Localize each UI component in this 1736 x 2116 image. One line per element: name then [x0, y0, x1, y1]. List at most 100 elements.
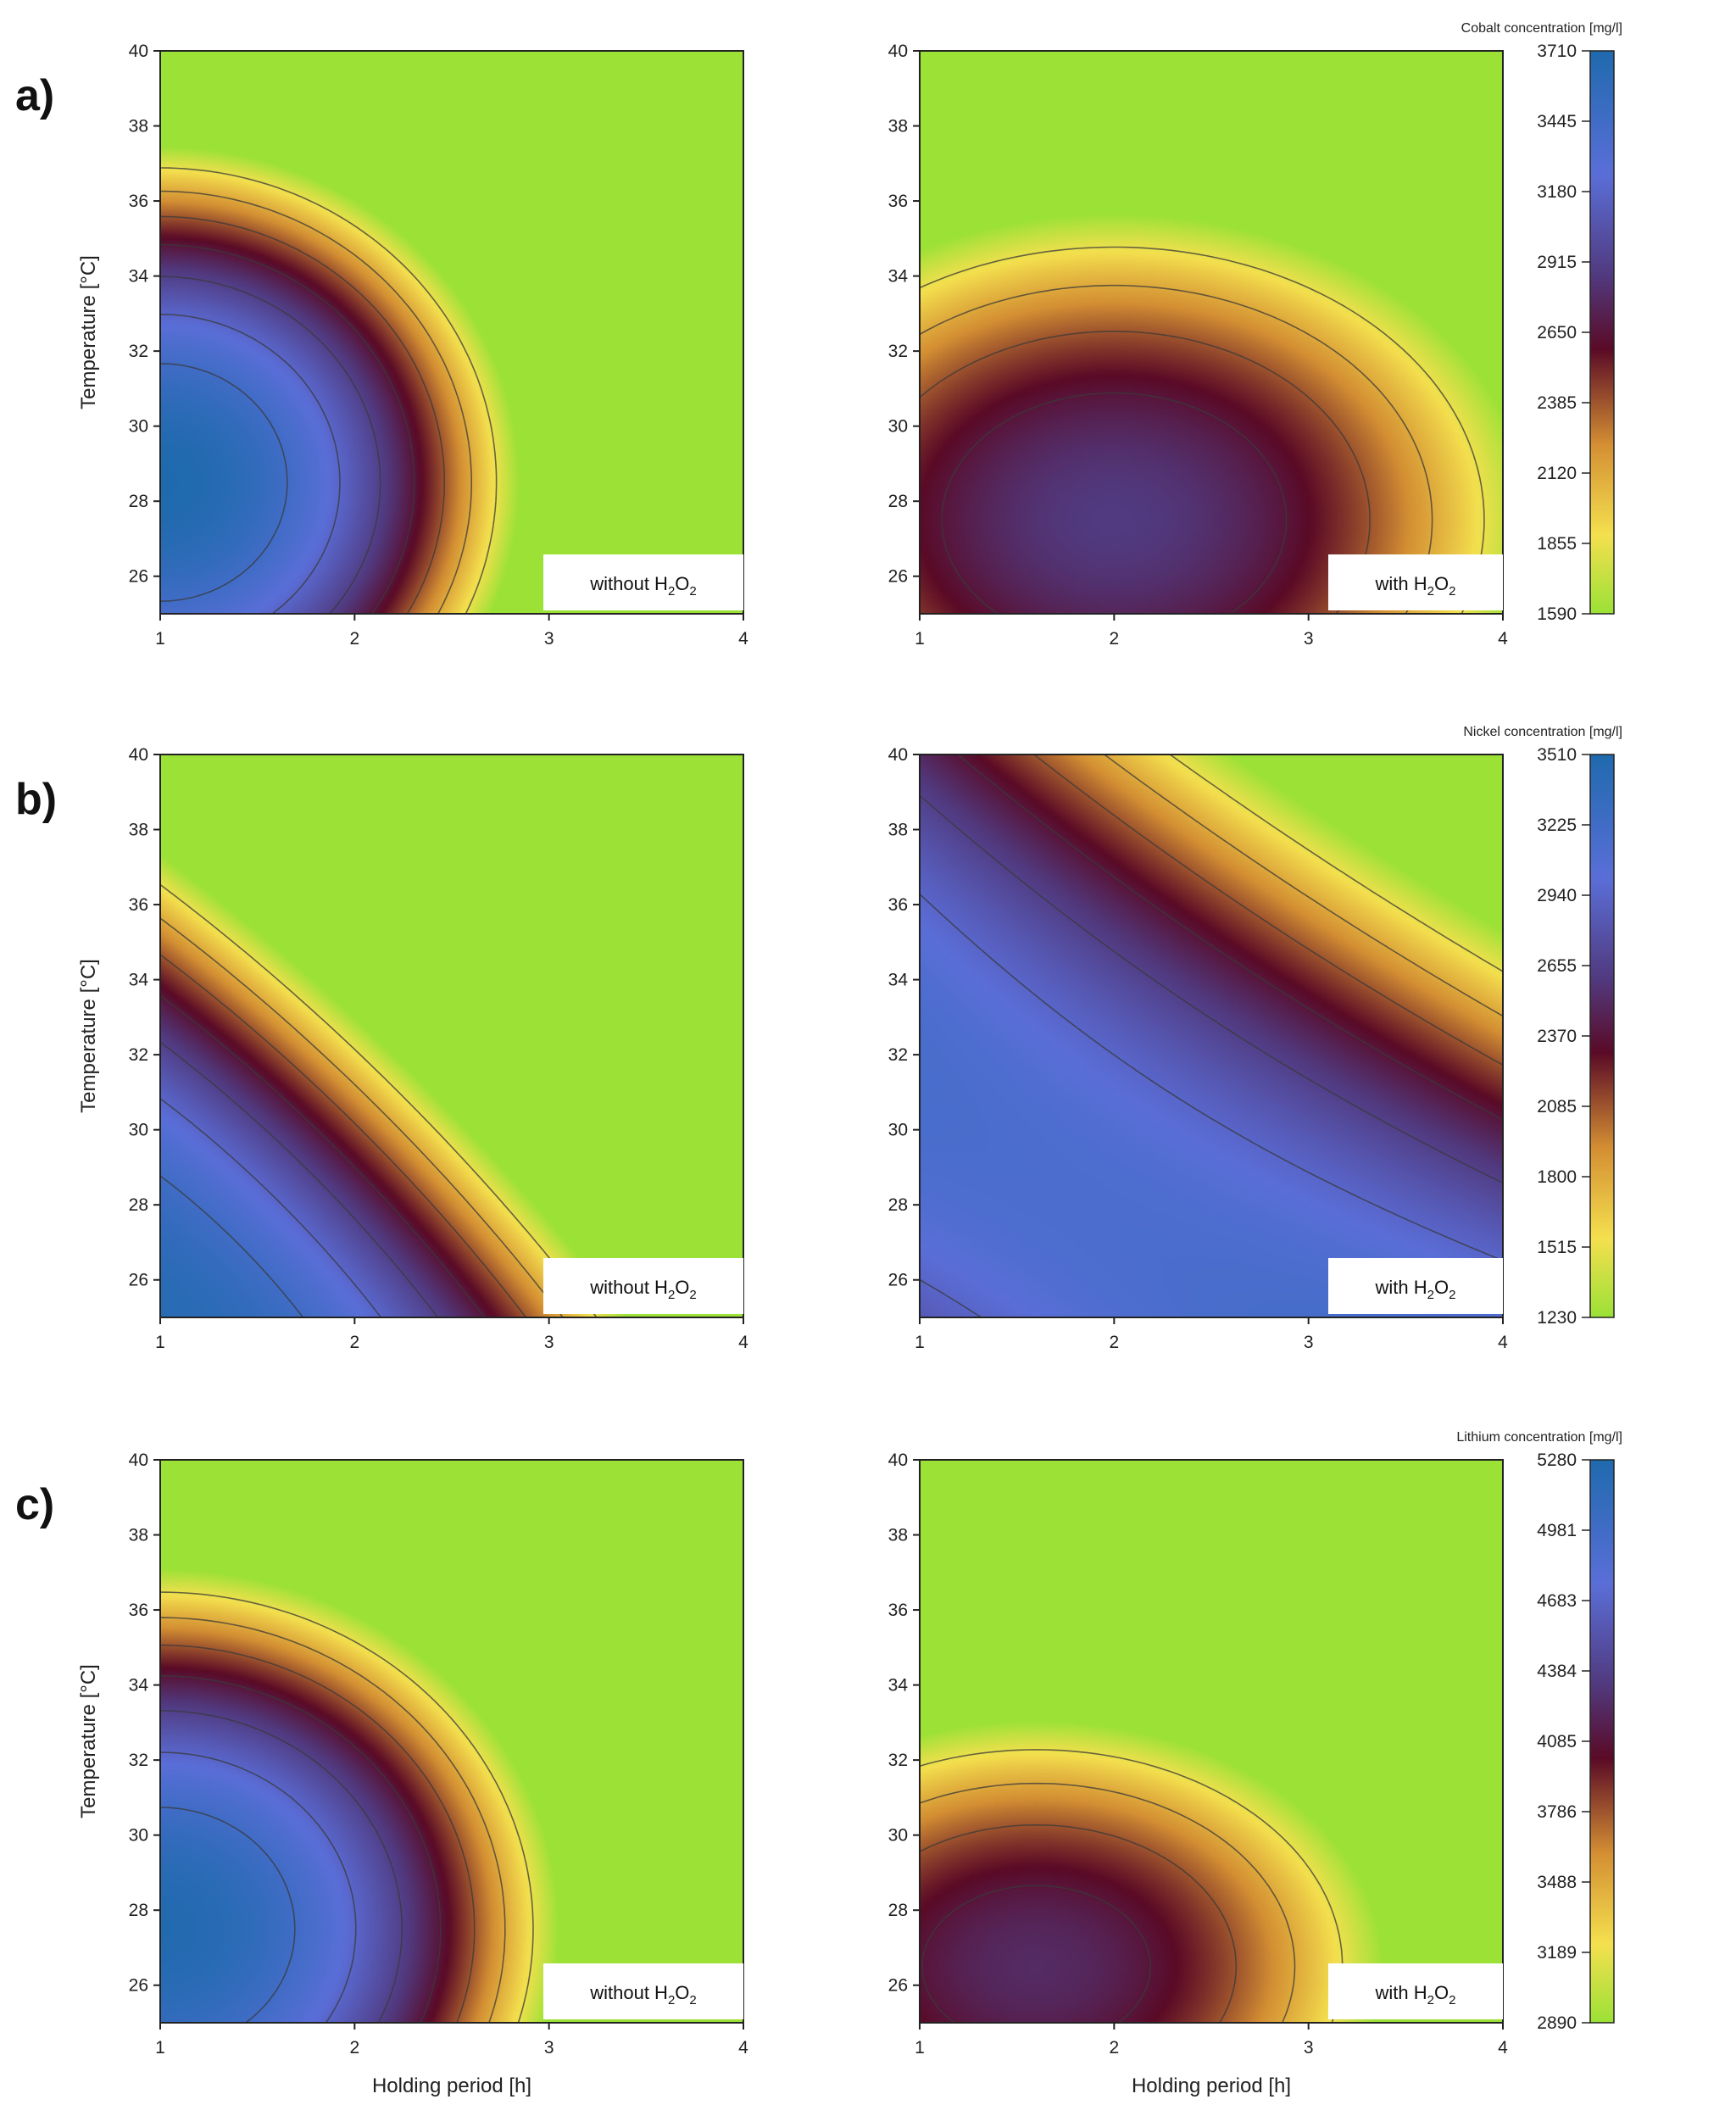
x-tick-label: 1 [915, 629, 925, 649]
row-label: a) [15, 71, 54, 120]
y-tick-label: 28 [129, 1901, 148, 1920]
x-tick-label: 1 [155, 629, 165, 649]
colorbar-tick-label: 2915 [1537, 253, 1577, 272]
badge-background [1328, 1258, 1503, 1314]
contour-line [159, 190, 472, 615]
y-tick-label: 38 [888, 821, 908, 840]
colorbar-tick-label: 3180 [1537, 182, 1577, 202]
contour-line [919, 1782, 1296, 2024]
y-tick-label: 32 [129, 1751, 148, 1770]
y-tick-label: 36 [129, 1601, 148, 1620]
y-tick-label: 30 [129, 417, 148, 437]
y-tick-label: 28 [888, 1195, 908, 1215]
y-tick-label: 40 [888, 1451, 908, 1470]
colorbar-tick-label: 3786 [1537, 1802, 1577, 1822]
colorbar-tick-label: 4981 [1537, 1521, 1577, 1540]
y-tick-label: 40 [888, 745, 908, 765]
condition-text: without H [589, 1277, 668, 1298]
contour-line [159, 167, 498, 615]
subscript: 2 [1449, 1288, 1455, 1302]
y-tick-label: 32 [888, 1045, 908, 1065]
subscript: 2 [689, 584, 696, 599]
colorbar-tick-label: 1230 [1537, 1308, 1577, 1328]
condition-badge: with H2O2 [1328, 1963, 1503, 2019]
x-tick-label: 1 [155, 1333, 165, 1352]
y-tick-label: 26 [888, 567, 908, 587]
y-tick-label: 28 [129, 1195, 148, 1215]
condition-text-o: O [1434, 1277, 1449, 1298]
x-tick-label: 2 [349, 2038, 359, 2058]
y-tick-label: 36 [888, 192, 908, 211]
colorbar-title: Nickel concentration [mg/l] [1463, 725, 1622, 739]
x-tick-label: 2 [1109, 2038, 1119, 2058]
contour-line [919, 1749, 1344, 2024]
y-tick-label: 38 [888, 1526, 908, 1545]
plot-frame [159, 754, 744, 1318]
subscript: 2 [689, 1288, 696, 1302]
y-tick-label: 28 [888, 492, 908, 511]
colorbar: 1590 1855 2120 2385 2650 2915 3180 3445 3710 Coba… [1461, 21, 1622, 624]
y-tick-label: 32 [129, 1045, 148, 1065]
contour-line [159, 917, 564, 1318]
badge-background [543, 554, 743, 610]
subscript: 2 [1427, 1993, 1434, 2007]
y-tick-label: 36 [888, 1601, 908, 1620]
colorbar-tick-label: 2890 [1537, 2013, 1577, 2033]
x-tick-label: 3 [1304, 629, 1314, 649]
colorbar-scale [1589, 50, 1615, 615]
y-tick-label: 34 [129, 971, 149, 990]
x-tick-label: 4 [1498, 1333, 1508, 1352]
y-tick-label: 40 [129, 1451, 148, 1470]
contour-line [919, 331, 1371, 615]
y-tick-label: 38 [129, 117, 148, 136]
contour-line [159, 1591, 534, 2024]
y-tick-label: 40 [888, 42, 908, 61]
contour-line [159, 1041, 439, 1318]
y-tick-label: 34 [888, 267, 909, 287]
colorbar-tick-label: 4683 [1537, 1591, 1577, 1611]
y-tick-label: 40 [129, 745, 148, 765]
contour-line [921, 1885, 1152, 2024]
y-tick-label: 36 [888, 895, 908, 915]
colorbar-title: Cobalt concentration [mg/l] [1461, 21, 1622, 36]
heatmap-surface [160, 51, 743, 614]
x-tick-label: 2 [1109, 629, 1119, 649]
colorbar-tick-label: 2385 [1537, 393, 1577, 413]
contour-lines [159, 167, 498, 615]
heatmap-surface [160, 1460, 743, 2023]
contour-line [159, 276, 381, 615]
y-tick-label: 34 [129, 267, 149, 287]
colorbar: 1230 1515 1800 2085 2370 2655 2940 3225 3510 Nick… [1463, 725, 1622, 1328]
contour-line [1033, 754, 1504, 1066]
contour-line [1169, 754, 1504, 972]
colorbar-scale [1589, 1459, 1615, 2024]
heatmap-surface [920, 1460, 1503, 2023]
y-tick-label: 26 [129, 567, 148, 587]
contour-line [919, 246, 1485, 615]
condition-text-o: O [1434, 573, 1449, 594]
condition-label: with H2O2 [1375, 1277, 1456, 1302]
x-tick-label: 4 [738, 629, 748, 649]
y-tick-label: 30 [888, 417, 908, 437]
colorbar-tick-label: 2650 [1537, 323, 1577, 342]
plot-frame [159, 50, 744, 615]
colorbar-scale [1589, 754, 1615, 1318]
condition-label: without H2O2 [589, 573, 697, 599]
colorbar-tick-label: 2085 [1537, 1097, 1577, 1116]
condition-label: without H2O2 [589, 1277, 697, 1302]
row-label: c) [15, 1480, 54, 1529]
badge-background [543, 1963, 743, 2019]
condition-text: without H [589, 1982, 668, 2003]
x-tick-label: 3 [544, 629, 554, 649]
colorbar-tick-label: 2120 [1537, 464, 1577, 483]
heatmap-surface [920, 755, 1503, 1317]
x-axis-label: Holding period [h] [372, 2074, 531, 2097]
colorbar-tick-label: 3445 [1537, 112, 1577, 131]
y-tick-label: 26 [129, 1976, 148, 1996]
contour-line [159, 1710, 403, 2024]
y-tick-label: 30 [888, 1121, 908, 1140]
